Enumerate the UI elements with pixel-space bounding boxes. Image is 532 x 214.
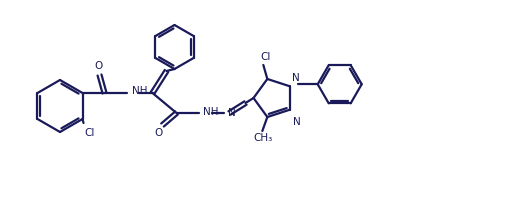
Text: CH₃: CH₃ xyxy=(254,133,273,143)
Text: N: N xyxy=(293,117,301,127)
Text: N: N xyxy=(228,108,235,118)
Text: N: N xyxy=(292,73,300,83)
Text: O: O xyxy=(154,128,163,138)
Text: O: O xyxy=(94,61,103,71)
Text: NH: NH xyxy=(131,86,147,96)
Text: Cl: Cl xyxy=(260,52,271,62)
Text: Cl: Cl xyxy=(85,128,95,138)
Text: NH: NH xyxy=(203,107,218,117)
